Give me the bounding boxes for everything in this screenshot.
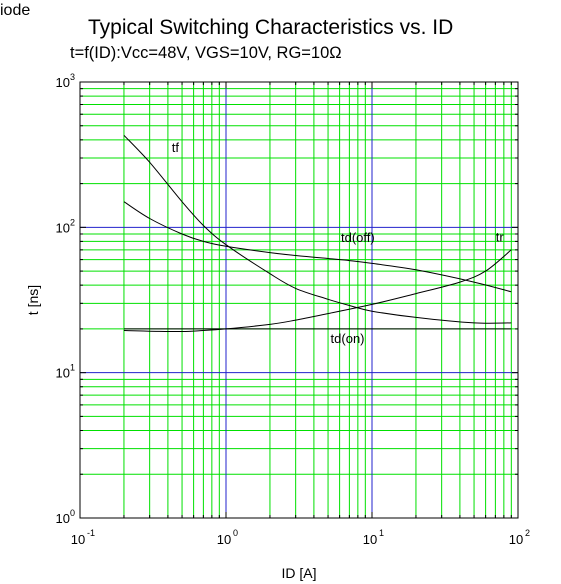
- y-tick-label-3: 10: [56, 75, 70, 90]
- curve-label-tr: tr: [496, 229, 505, 244]
- curve-label-td-on: td(on): [331, 331, 365, 346]
- x-tick-label-2: 10: [363, 532, 377, 547]
- major-gridlines: [80, 82, 518, 518]
- chart-title: Typical Switching Characteristics vs. ID: [88, 16, 454, 39]
- x-tick-exponent-2: 1: [379, 528, 384, 538]
- corner-text-fragment: iode: [0, 2, 31, 19]
- x-tick-exponent-1: 0: [233, 528, 238, 538]
- minor-gridlines: [80, 82, 518, 518]
- x-tick-exponent-3: 2: [525, 528, 530, 538]
- tick-labels: 10 -1 10 0 10 1 10 210 010 110 210 3: [56, 72, 530, 547]
- axis-ticks: [79, 82, 518, 519]
- curve-label-tf: tf: [172, 140, 180, 155]
- x-tick-label-1: 10: [217, 532, 231, 547]
- y-tick-exponent-2: 2: [70, 217, 75, 227]
- x-tick-exponent-0: -1: [87, 528, 95, 538]
- plot-frame: [79, 81, 519, 519]
- y-tick-label-0: 10: [56, 511, 70, 526]
- curve-td-off: [123, 201, 512, 293]
- y-tick-label-1: 10: [56, 366, 70, 381]
- y-tick-exponent-0: 0: [70, 508, 75, 518]
- y-tick-label-2: 10: [56, 220, 70, 235]
- x-axis-label: ID [A]: [281, 565, 316, 581]
- y-axis-label: t [ns]: [25, 285, 41, 315]
- curve-tf: [123, 134, 512, 324]
- curve-label-td-off: td(off): [341, 230, 375, 245]
- x-tick-label-0: 10: [71, 532, 85, 547]
- curves: tf td(off) tr td(on): [123, 134, 512, 346]
- chart-subtitle: t=f(ID):Vcc=48V, VGS=10V, RG=10Ω: [70, 44, 342, 62]
- x-tick-label-3: 10: [509, 532, 523, 547]
- y-tick-exponent-1: 1: [70, 363, 75, 373]
- curve-tr: [123, 249, 512, 333]
- y-tick-exponent-3: 3: [70, 72, 75, 82]
